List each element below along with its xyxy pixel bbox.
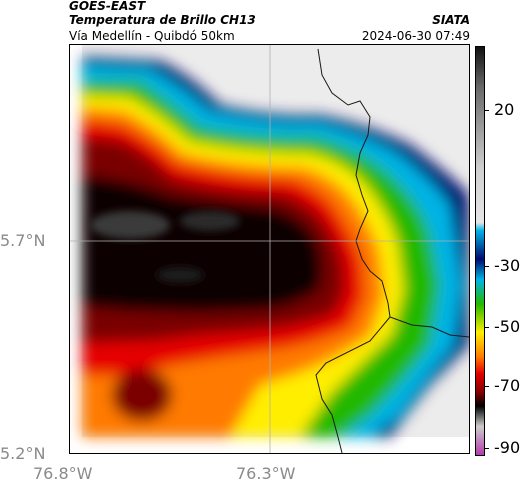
colorbar-tick: [485, 266, 489, 267]
colorbar-label: -30: [494, 256, 521, 275]
datetime-label: 2024-06-30 07:49: [361, 29, 470, 43]
product-title: Temperatura de Brillo CH13: [69, 13, 256, 27]
colorbar-tick: [485, 448, 489, 449]
region-label: Vía Medellín - Quibdó 50km: [69, 29, 235, 43]
no-data-strip-bottom: [70, 437, 469, 453]
lat-label: 5.7°N: [0, 231, 46, 250]
colorbar-tick: [485, 110, 489, 111]
lat-label: 5.2°N: [0, 444, 46, 463]
colorbar-tick: [485, 386, 489, 387]
cloud-system: [82, 57, 469, 437]
satellite-title: GOES-EAST: [69, 0, 146, 13]
border-line: [315, 316, 391, 453]
lon-label: 76.8°W: [33, 464, 93, 483]
no-data-strip: [70, 45, 82, 453]
brightness-temperature-image: [70, 45, 469, 453]
coldest-core: [90, 211, 240, 283]
lon-label: 76.3°W: [236, 464, 296, 483]
colorbar-label: 20: [494, 100, 515, 119]
coastline: [317, 48, 469, 338]
satellite-map[interactable]: [69, 44, 470, 454]
colorbar-tick: [485, 327, 489, 328]
colorbar-label: -50: [494, 317, 521, 336]
colorbar-label: -90: [494, 438, 521, 457]
colorbar-label: -70: [494, 376, 521, 395]
agency-label: SIATA: [432, 13, 470, 27]
temperature-colorbar: [475, 46, 485, 456]
